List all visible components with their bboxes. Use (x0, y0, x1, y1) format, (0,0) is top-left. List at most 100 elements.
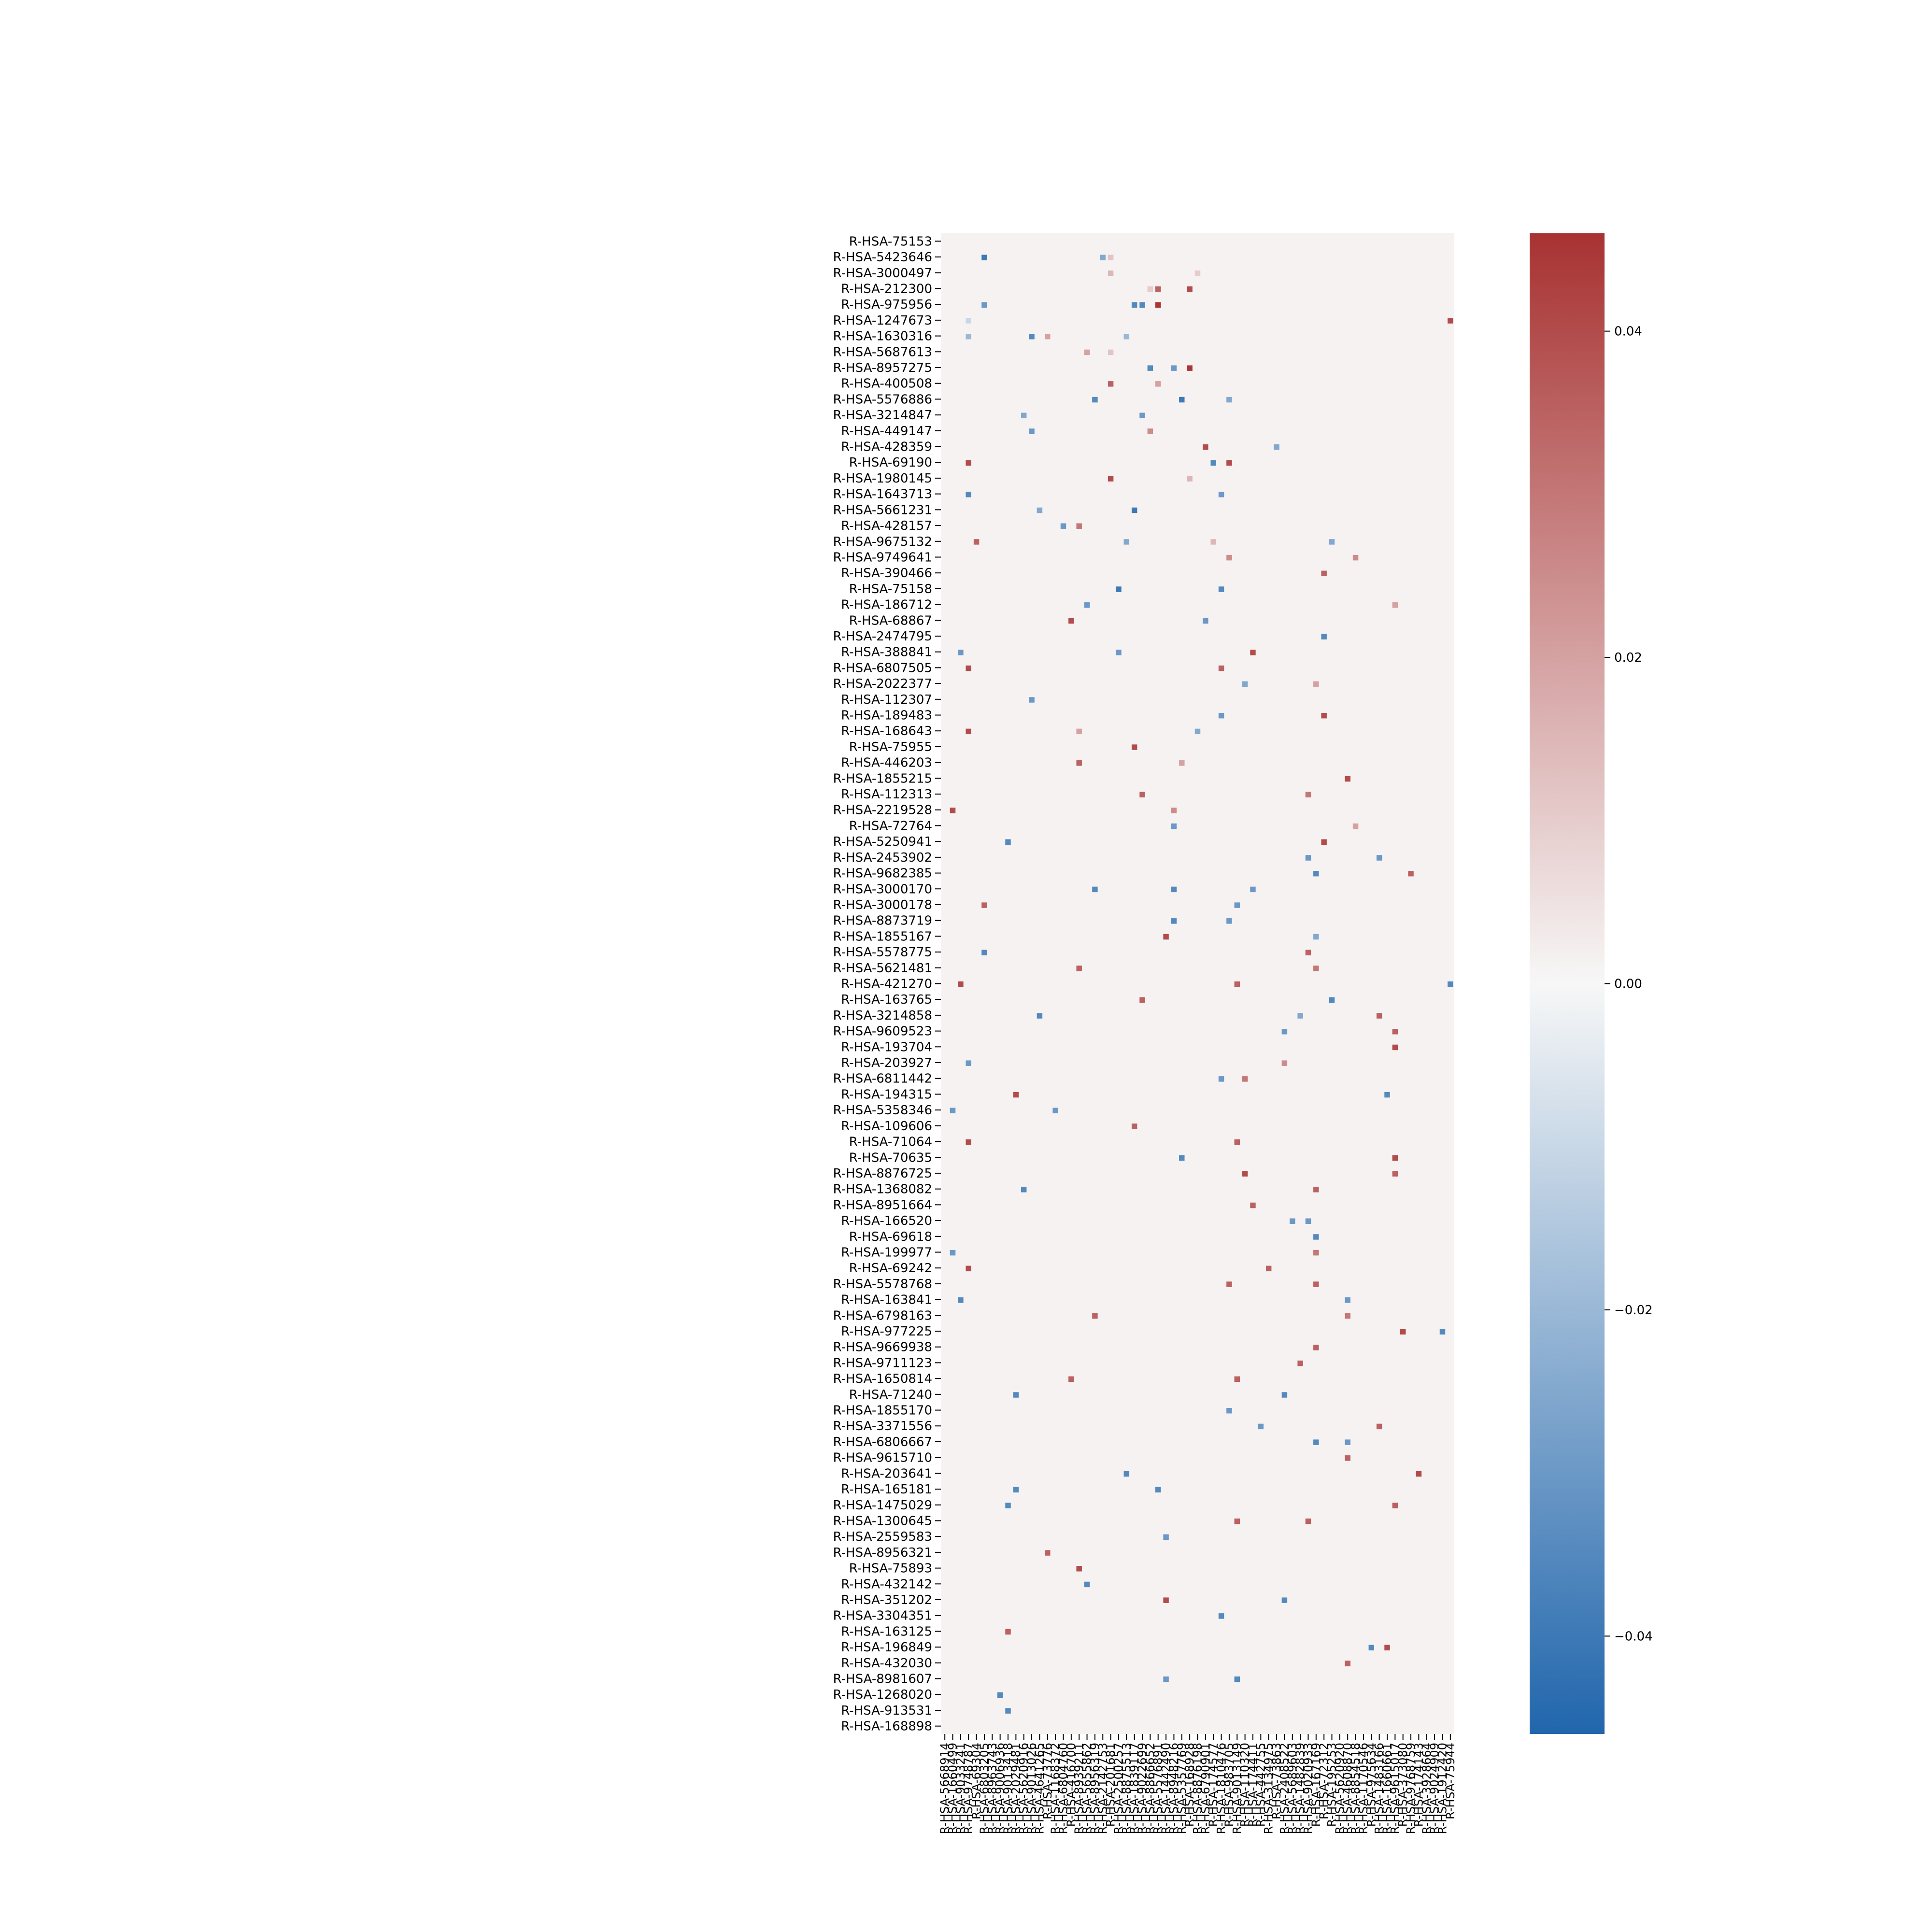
heatmap-cell (950, 808, 956, 813)
x-tick-label: R-HSA-8963743 (985, 1743, 999, 1834)
y-tick-label: R-HSA-5661231 (833, 503, 932, 517)
x-tick-label: R-HSA-8948216 (1167, 1743, 1180, 1834)
heatmap-cell (966, 1139, 971, 1145)
heatmap-cell (1203, 444, 1208, 450)
heatmap-cell (1345, 776, 1350, 782)
heatmap-cell (1100, 255, 1106, 260)
y-tick-label: R-HSA-1368082 (833, 1182, 932, 1197)
heatmap-cell (1439, 1329, 1446, 1335)
x-tick-label: R-HSA-6804760 (1056, 1743, 1070, 1834)
heatmap-cell (1076, 966, 1082, 971)
y-tick-label: R-HSA-70635 (849, 1151, 932, 1165)
y-tick-label: R-HSA-75893 (849, 1562, 932, 1576)
y-tick-label: R-HSA-186712 (841, 598, 932, 612)
heatmap-cell (1179, 1155, 1185, 1161)
x-tick-label: R-HSA-5689603 (1286, 1743, 1299, 1834)
heatmap-cell (1045, 334, 1051, 340)
heatmap-cell (981, 255, 987, 260)
heatmap-cell (1376, 855, 1382, 861)
heatmap-cell (1392, 1044, 1398, 1051)
x-tick-label: R-HSA-73863 (1270, 1743, 1283, 1819)
heatmap-cell (1305, 950, 1311, 955)
y-tick-label: R-HSA-165181 (841, 1482, 932, 1497)
heatmap-cell (1313, 1439, 1319, 1445)
heatmap-cell (1234, 902, 1240, 908)
y-tick-label: R-HSA-196849 (841, 1640, 932, 1655)
heatmap-cell (1155, 286, 1161, 292)
y-tick-label: R-HSA-69242 (849, 1261, 932, 1276)
x-tick-label: R-HSA-1442490 (1159, 1743, 1173, 1834)
heatmap-cell (1084, 349, 1090, 355)
y-tick-label: R-HSA-1475029 (833, 1498, 932, 1513)
heatmap-cell (966, 1265, 971, 1272)
heatmap-cell (1139, 302, 1145, 308)
y-tick-label: R-HSA-8876725 (833, 1166, 932, 1181)
heatmap-cell (966, 334, 971, 340)
y-tick-label: R-HSA-112307 (841, 693, 932, 707)
y-tick-label: R-HSA-1855215 (833, 771, 932, 786)
heatmap-cell (1084, 602, 1090, 608)
y-tick-label: R-HSA-432142 (841, 1577, 932, 1591)
heatmap-cell (1352, 823, 1359, 829)
y-tick-label: R-HSA-6798163 (833, 1308, 932, 1323)
heatmap-cell (1226, 397, 1232, 403)
y-tick-label: R-HSA-71240 (849, 1388, 932, 1402)
y-tick-label: R-HSA-390466 (841, 566, 932, 581)
heatmap-cell (1084, 1581, 1090, 1588)
heatmap-cell (966, 460, 971, 466)
heatmap-cell (1368, 1645, 1375, 1650)
heatmap-cell (1139, 412, 1145, 418)
x-tick-label: R-HSA-110320 (1238, 1743, 1252, 1827)
heatmap-cell (1029, 697, 1035, 703)
x-tick-label: R-HSA-8939211 (1072, 1743, 1086, 1834)
heatmap-cell (1013, 1392, 1019, 1398)
y-tick-label: R-HSA-400508 (841, 377, 932, 391)
x-tick-label: R-HSA-2142753 (1096, 1743, 1109, 1834)
heatmap-cell (1305, 1218, 1311, 1224)
x-tick-label: R-HSA-9020933 (1301, 1743, 1315, 1834)
heatmap-cell (1226, 1407, 1232, 1414)
x-tick-label: R-HSA-73776 (1041, 1743, 1054, 1819)
y-tick-label: R-HSA-9711123 (833, 1356, 932, 1370)
y-tick-label: R-HSA-68867 (849, 613, 932, 628)
heatmap-cell (1345, 1455, 1350, 1461)
heatmap-cell (1045, 1550, 1051, 1556)
heatmap-cell (1131, 302, 1137, 308)
x-tick-label: R-HSA-373080 (1396, 1743, 1410, 1827)
heatmap-cell (1068, 618, 1074, 624)
heatmap-cell (1281, 1060, 1288, 1066)
heatmap-cell (1448, 981, 1453, 987)
x-tick-label: R-HSA-1839117 (1128, 1743, 1141, 1834)
x-tick-label: R-HSA-174577 (1207, 1743, 1220, 1827)
y-tick-label: R-HSA-6806667 (833, 1435, 932, 1449)
heatmap-cell (1147, 365, 1153, 371)
heatmap-cell (1155, 302, 1161, 308)
heatmap-cell (1226, 918, 1232, 924)
heatmap-cell (1005, 839, 1011, 845)
heatmap-cell (1187, 476, 1193, 482)
heatmap-cell (1226, 1281, 1232, 1287)
heatmap-cell (1005, 1708, 1011, 1714)
y-tick-label: R-HSA-199977 (841, 1245, 932, 1260)
heatmap-cell (1076, 523, 1082, 529)
heatmap-cell (1345, 1439, 1350, 1445)
heatmap-cell (1092, 886, 1098, 893)
y-tick-label: R-HSA-8956321 (833, 1546, 932, 1560)
heatmap-cell (1131, 744, 1137, 750)
x-tick-label: R-HSA-442755 (1254, 1743, 1267, 1827)
heatmap-cell (1076, 760, 1082, 766)
heatmap-cell (1234, 1139, 1240, 1145)
y-tick-label: R-HSA-69618 (849, 1230, 932, 1244)
heatmap-cell (966, 492, 971, 497)
x-tick-label: R-HSA-9748787 (962, 1743, 975, 1834)
x-tick-label: R-HSA-9013026 (1025, 1743, 1038, 1834)
y-tick-label: R-HSA-3371556 (833, 1419, 932, 1434)
y-tick-label: R-HSA-9615710 (833, 1451, 932, 1465)
y-tick-label: R-HSA-112313 (841, 787, 932, 802)
heatmap-cell (1313, 934, 1319, 940)
x-tick-label: R-HSA-975634 (1364, 1743, 1378, 1827)
heatmap-cell (1274, 444, 1279, 450)
heatmap-cell (1013, 1092, 1019, 1098)
y-tick-label: R-HSA-3304351 (833, 1609, 932, 1623)
y-tick-label: R-HSA-1300645 (833, 1514, 932, 1528)
